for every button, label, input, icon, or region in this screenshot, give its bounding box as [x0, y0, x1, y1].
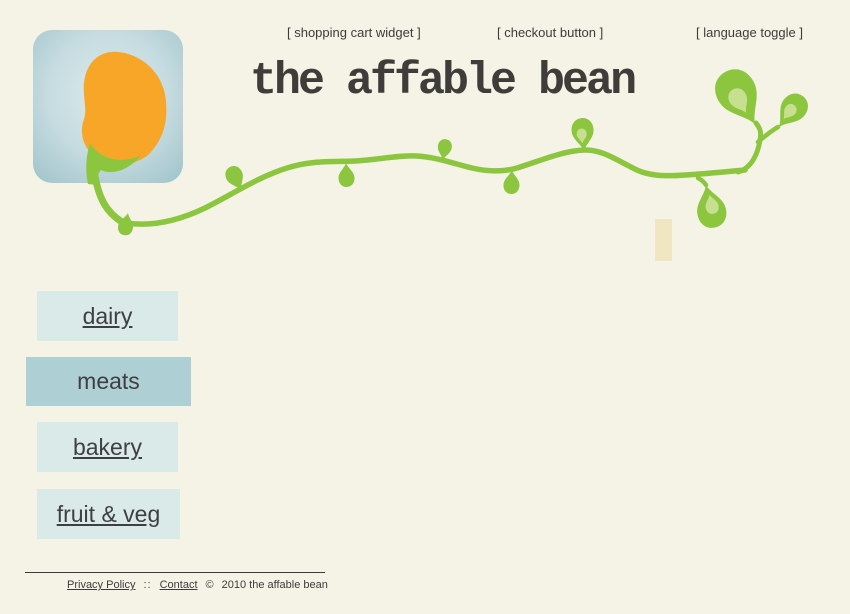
footer-separator: ::	[143, 579, 152, 591]
language-toggle-placeholder: [ language toggle ]	[696, 25, 803, 40]
copyright-symbol: ©	[205, 579, 214, 591]
bean-sprout-logo-icon[interactable]	[33, 30, 183, 183]
category-button-dairy[interactable]: dairy	[37, 291, 178, 341]
privacy-policy-link[interactable]: Privacy Policy	[67, 579, 136, 591]
site-title: the affable bean	[250, 56, 637, 107]
decorative-beige-rectangle	[655, 219, 672, 261]
checkout-button-placeholder: [ checkout button ]	[497, 25, 604, 40]
vine-branch-down	[695, 175, 709, 188]
category-button-fruit-veg[interactable]: fruit & veg	[37, 489, 180, 539]
shopping-cart-widget-placeholder: [ shopping cart widget ]	[287, 25, 421, 40]
vine	[118, 147, 748, 227]
bean-shape	[81, 51, 167, 165]
contact-link[interactable]: Contact	[159, 579, 198, 591]
vine-stem	[91, 172, 126, 226]
copyright-text: 2010 the affable bean	[221, 579, 328, 591]
footer-text-row: Privacy Policy :: Contact © 2010 the aff…	[67, 579, 328, 591]
category-button-bakery[interactable]: bakery	[37, 422, 178, 472]
vine-branch-side	[755, 124, 781, 145]
category-button-meats-selected[interactable]: meats	[26, 357, 191, 406]
banner: [ shopping cart widget ] [ checkout butt…	[0, 0, 850, 261]
bean-logo-and-vine-illustration	[33, 30, 850, 237]
sprout-calyx	[86, 143, 141, 185]
footer-divider	[25, 572, 325, 573]
vine-branch-up	[735, 120, 764, 175]
